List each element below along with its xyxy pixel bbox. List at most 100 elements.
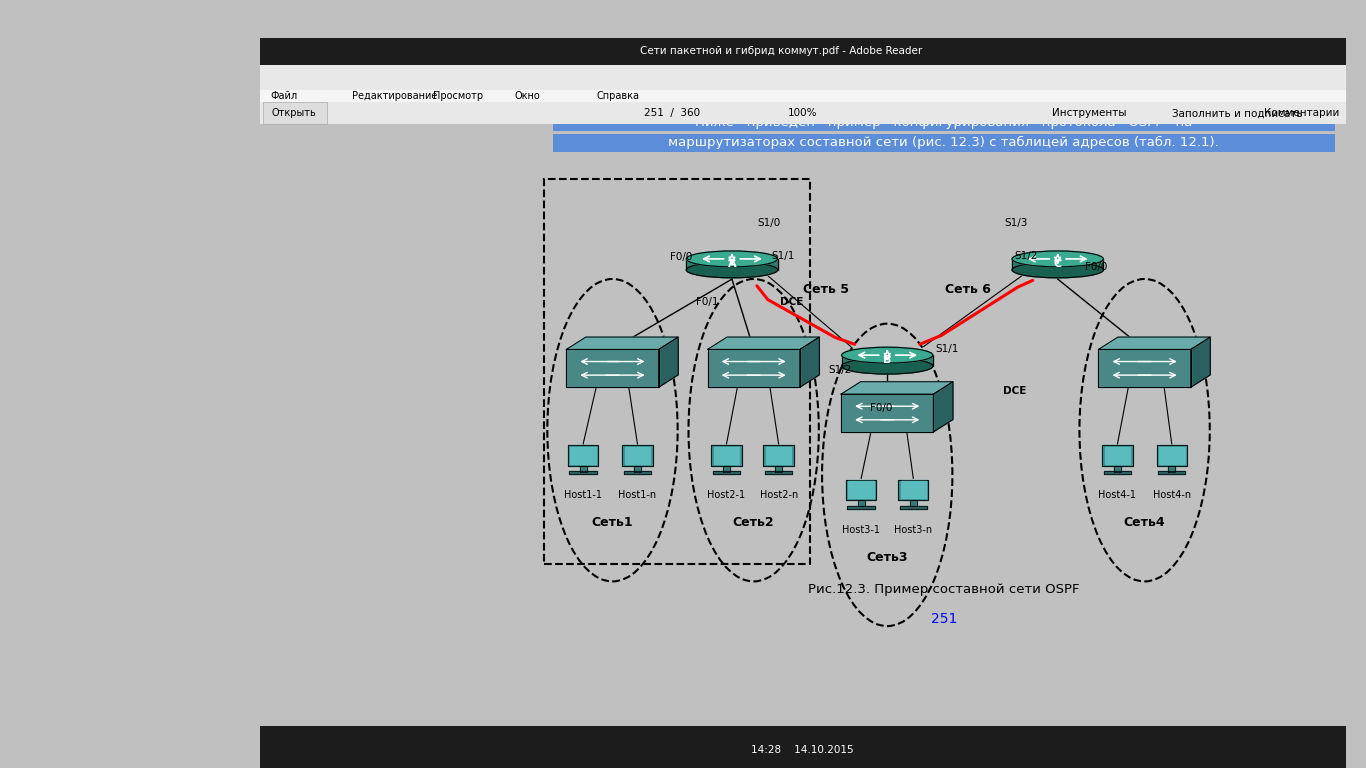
Text: B: B bbox=[882, 356, 892, 366]
Text: Заполнить и подписать: Заполнить и подписать bbox=[1172, 108, 1302, 118]
Text: Host2-n: Host2-n bbox=[759, 491, 798, 501]
Polygon shape bbox=[1102, 445, 1132, 465]
Text: Сеть2: Сеть2 bbox=[732, 517, 775, 529]
Text: S1/1: S1/1 bbox=[770, 251, 795, 261]
Polygon shape bbox=[1191, 337, 1210, 387]
FancyBboxPatch shape bbox=[260, 90, 1346, 102]
Text: Host4-1: Host4-1 bbox=[1098, 491, 1137, 501]
Polygon shape bbox=[910, 500, 917, 506]
Text: Рис.12.3. Пример составной сети OSPF: Рис.12.3. Пример составной сети OSPF bbox=[807, 583, 1079, 596]
Text: Окно: Окно bbox=[515, 91, 541, 101]
Text: Ниже   приведен   пример   конфигурирования   протокола   OSPF   на: Ниже приведен пример конфигурирования пр… bbox=[695, 116, 1193, 129]
FancyBboxPatch shape bbox=[553, 134, 1335, 152]
Polygon shape bbox=[1098, 349, 1191, 387]
Polygon shape bbox=[570, 471, 597, 475]
Text: Сеть4: Сеть4 bbox=[1124, 517, 1165, 529]
Text: Сети пакетной и гибрид коммут.pdf - Adobe Reader: Сети пакетной и гибрид коммут.pdf - Adob… bbox=[639, 46, 922, 57]
Polygon shape bbox=[712, 445, 742, 465]
Polygon shape bbox=[713, 471, 740, 475]
Text: A: A bbox=[728, 259, 736, 269]
Polygon shape bbox=[1098, 337, 1210, 349]
Text: F0/0: F0/0 bbox=[870, 403, 892, 413]
Text: 251: 251 bbox=[930, 612, 958, 626]
Text: S1/3: S1/3 bbox=[1004, 217, 1027, 227]
Polygon shape bbox=[686, 259, 777, 270]
Polygon shape bbox=[900, 505, 928, 508]
Polygon shape bbox=[579, 465, 587, 472]
Polygon shape bbox=[567, 337, 678, 349]
Polygon shape bbox=[1157, 445, 1187, 465]
Text: S1/2: S1/2 bbox=[829, 366, 852, 376]
Text: F0/0: F0/0 bbox=[671, 252, 693, 262]
Text: C: C bbox=[1053, 259, 1061, 269]
Polygon shape bbox=[841, 382, 953, 394]
Polygon shape bbox=[765, 471, 792, 475]
Polygon shape bbox=[846, 480, 877, 500]
Text: Host3-1: Host3-1 bbox=[843, 525, 880, 535]
Text: Сеть 6: Сеть 6 bbox=[945, 283, 990, 296]
Polygon shape bbox=[1113, 465, 1121, 472]
Text: Host3-n: Host3-n bbox=[895, 525, 933, 535]
Text: Host4-n: Host4-n bbox=[1153, 491, 1191, 501]
Polygon shape bbox=[708, 337, 820, 349]
Text: 100%: 100% bbox=[788, 108, 817, 118]
Polygon shape bbox=[1168, 465, 1175, 472]
FancyBboxPatch shape bbox=[553, 114, 1335, 131]
Text: Сеть 5: Сеть 5 bbox=[803, 283, 850, 296]
Text: F0/0: F0/0 bbox=[1085, 262, 1108, 272]
Polygon shape bbox=[848, 482, 874, 498]
Polygon shape bbox=[624, 447, 650, 464]
Polygon shape bbox=[933, 382, 953, 432]
Polygon shape bbox=[623, 445, 653, 465]
Text: S1/2: S1/2 bbox=[1015, 251, 1038, 261]
Polygon shape bbox=[658, 337, 678, 387]
Polygon shape bbox=[766, 447, 791, 464]
Polygon shape bbox=[1158, 471, 1186, 475]
Text: S1/0: S1/0 bbox=[757, 217, 780, 227]
Polygon shape bbox=[567, 349, 658, 387]
Polygon shape bbox=[1012, 259, 1104, 270]
Text: F0/1: F0/1 bbox=[697, 296, 719, 306]
Ellipse shape bbox=[1012, 251, 1104, 266]
Polygon shape bbox=[624, 471, 652, 475]
Polygon shape bbox=[1104, 471, 1131, 475]
Text: Просмотр: Просмотр bbox=[433, 91, 484, 101]
Polygon shape bbox=[775, 465, 783, 472]
Polygon shape bbox=[634, 465, 641, 472]
Text: Host1-n: Host1-n bbox=[619, 491, 657, 501]
FancyBboxPatch shape bbox=[260, 65, 1346, 90]
Text: Редактирование: Редактирование bbox=[352, 91, 437, 101]
Polygon shape bbox=[1105, 447, 1130, 464]
Text: Сеть1: Сеть1 bbox=[591, 517, 634, 529]
Text: Сеть3: Сеть3 bbox=[866, 551, 908, 564]
Polygon shape bbox=[723, 465, 731, 472]
Text: Файл: Файл bbox=[270, 91, 298, 101]
Text: Инструменты: Инструменты bbox=[1052, 108, 1127, 118]
Ellipse shape bbox=[841, 358, 933, 374]
Polygon shape bbox=[1158, 447, 1184, 464]
Text: DCE: DCE bbox=[1004, 386, 1027, 396]
Text: 251  /  360: 251 / 360 bbox=[645, 108, 701, 118]
Polygon shape bbox=[897, 480, 929, 500]
Polygon shape bbox=[568, 445, 598, 465]
Polygon shape bbox=[571, 447, 596, 464]
Text: маршрутизаторах составной сети (рис. 12.3) с таблицей адресов (табл. 12.1).: маршрутизаторах составной сети (рис. 12.… bbox=[668, 137, 1218, 150]
Polygon shape bbox=[800, 337, 820, 387]
Polygon shape bbox=[847, 505, 874, 508]
FancyBboxPatch shape bbox=[0, 38, 260, 726]
FancyBboxPatch shape bbox=[260, 726, 1346, 768]
Polygon shape bbox=[858, 500, 865, 506]
Text: DCE: DCE bbox=[780, 296, 803, 306]
Polygon shape bbox=[714, 447, 739, 464]
Polygon shape bbox=[841, 355, 933, 366]
Text: S1/1: S1/1 bbox=[934, 344, 959, 354]
Text: Справка: Справка bbox=[596, 91, 639, 101]
Bar bbox=[544, 179, 810, 564]
Text: 14:28    14.10.2015: 14:28 14.10.2015 bbox=[751, 745, 854, 755]
Polygon shape bbox=[764, 445, 794, 465]
Text: Открыть: Открыть bbox=[272, 108, 317, 118]
Ellipse shape bbox=[1012, 262, 1104, 278]
FancyBboxPatch shape bbox=[262, 102, 326, 124]
FancyBboxPatch shape bbox=[260, 38, 1346, 65]
Polygon shape bbox=[900, 482, 926, 498]
